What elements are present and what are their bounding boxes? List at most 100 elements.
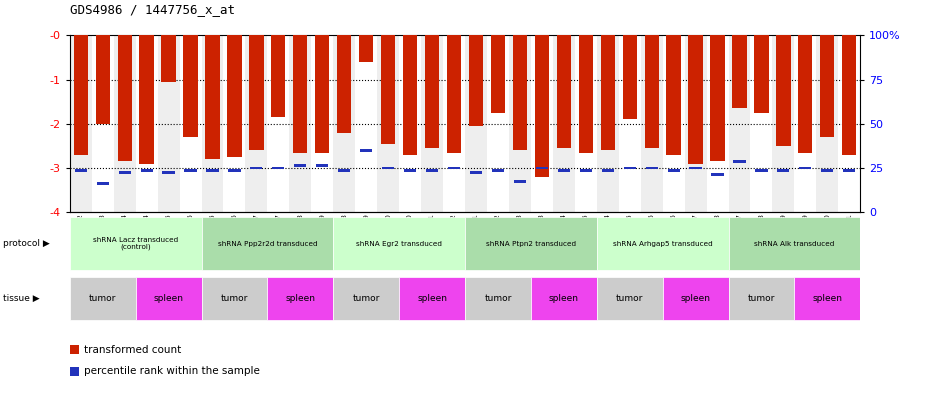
Bar (509, 35, 531, 212)
Bar (618, 35, 641, 212)
Bar (337, 35, 352, 132)
Bar (535, 35, 549, 177)
Bar (820, 35, 834, 137)
Bar (728, 277, 794, 320)
Bar (333, 217, 465, 270)
Bar (711, 35, 724, 162)
Bar (470, 171, 482, 174)
Bar (844, 169, 856, 171)
Bar (70, 217, 202, 270)
Bar (469, 35, 483, 126)
Bar (641, 35, 662, 212)
Text: tissue ▶: tissue ▶ (3, 294, 39, 303)
Bar (575, 35, 597, 212)
Bar (250, 167, 262, 169)
Text: spleen: spleen (812, 294, 843, 303)
Bar (465, 35, 487, 212)
Bar (668, 169, 680, 171)
Bar (360, 149, 372, 152)
Bar (206, 35, 219, 159)
Bar (751, 35, 773, 212)
Bar (536, 167, 548, 169)
Bar (355, 35, 378, 212)
Bar (579, 169, 591, 171)
Text: shRNA Lacz transduced
(control): shRNA Lacz transduced (control) (93, 237, 179, 250)
Bar (315, 35, 329, 152)
Bar (117, 35, 132, 162)
Bar (492, 169, 504, 171)
Bar (333, 35, 355, 212)
Text: spleen: spleen (153, 294, 183, 303)
Bar (140, 35, 153, 163)
Bar (339, 169, 351, 171)
Bar (229, 169, 241, 171)
Bar (777, 35, 790, 146)
Bar (294, 164, 306, 167)
Bar (821, 169, 833, 171)
Text: spleen: spleen (549, 294, 578, 303)
Bar (465, 217, 597, 270)
Bar (552, 35, 575, 212)
Bar (817, 35, 838, 212)
Bar (622, 35, 637, 119)
Bar (794, 277, 860, 320)
Bar (70, 35, 92, 212)
Bar (202, 217, 333, 270)
Bar (425, 35, 439, 148)
Bar (426, 169, 438, 171)
Bar (289, 35, 312, 212)
Bar (179, 35, 202, 212)
Bar (443, 35, 465, 212)
Bar (73, 35, 87, 155)
Bar (838, 35, 860, 212)
Bar (707, 35, 728, 212)
Bar (312, 35, 333, 212)
Text: tumor: tumor (352, 294, 379, 303)
Bar (202, 277, 267, 320)
Bar (399, 35, 421, 212)
Bar (512, 35, 527, 150)
Bar (777, 169, 790, 171)
Bar (293, 35, 308, 152)
Bar (157, 35, 179, 212)
Bar (799, 167, 811, 169)
Bar (662, 277, 728, 320)
Bar (645, 167, 658, 169)
Text: shRNA Alk transduced: shRNA Alk transduced (754, 241, 834, 247)
Bar (843, 35, 857, 155)
Bar (798, 35, 813, 152)
Bar (773, 35, 794, 212)
Bar (662, 35, 684, 212)
Bar (92, 35, 113, 212)
Bar (558, 169, 570, 171)
Bar (597, 35, 618, 212)
Bar (272, 35, 286, 117)
Bar (74, 169, 86, 171)
Bar (644, 35, 658, 148)
Text: tumor: tumor (748, 294, 775, 303)
Bar (728, 217, 860, 270)
Bar (272, 167, 285, 169)
Text: GDS4986 / 1447756_x_at: GDS4986 / 1447756_x_at (70, 3, 234, 16)
Bar (597, 217, 728, 270)
Bar (136, 35, 157, 212)
Bar (755, 169, 767, 171)
Bar (184, 169, 196, 171)
Bar (624, 167, 636, 169)
Bar (794, 35, 817, 212)
Bar (514, 180, 526, 183)
Text: tumor: tumor (89, 294, 116, 303)
Bar (163, 171, 175, 174)
Bar (531, 277, 597, 320)
Bar (421, 35, 443, 212)
Bar (249, 35, 263, 150)
Text: spleen: spleen (286, 294, 315, 303)
Text: shRNA Egr2 transduced: shRNA Egr2 transduced (356, 241, 442, 247)
Text: protocol ▶: protocol ▶ (3, 239, 49, 248)
Bar (246, 35, 267, 212)
Bar (97, 182, 109, 185)
Bar (382, 167, 394, 169)
Bar (734, 160, 746, 163)
Text: spleen: spleen (681, 294, 711, 303)
Bar (162, 35, 176, 82)
